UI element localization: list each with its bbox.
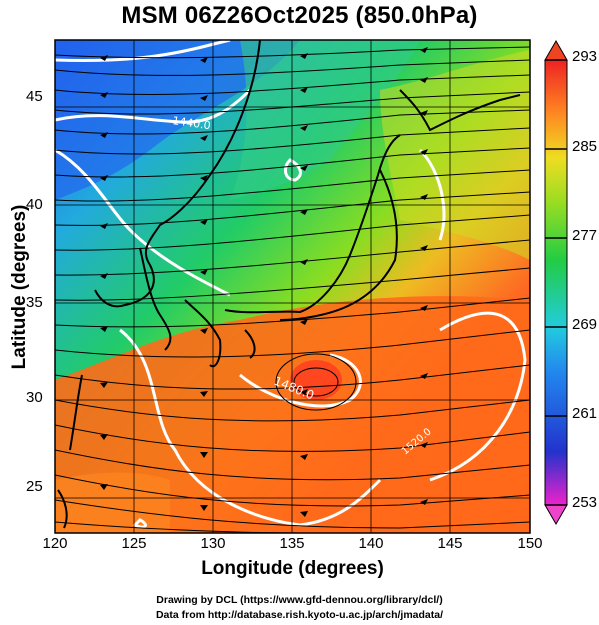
x-tick-label: 140 xyxy=(358,535,384,552)
x-tick-label: 145 xyxy=(437,535,463,552)
x-tick-label: 120 xyxy=(42,535,68,552)
x-tick-label: 150 xyxy=(517,535,543,552)
y-tick-label: 35 xyxy=(26,294,43,311)
x-tick-label: 130 xyxy=(200,535,226,552)
height-contour-line xyxy=(55,88,252,124)
wind-streamlines xyxy=(55,46,530,533)
y-tick-label: 30 xyxy=(26,389,43,406)
colorbar-label: 269 xyxy=(572,316,598,333)
contour-label-1440: 1440.0 xyxy=(172,114,212,132)
y-tick-label: 40 xyxy=(26,196,43,213)
data-credit: Data from http://database.rish.kyoto-u.a… xyxy=(155,609,444,621)
height-contours xyxy=(55,40,527,529)
height-contour-line xyxy=(132,518,147,529)
x-axis-label: Longitude (degrees) xyxy=(201,558,384,579)
streamline-arrowheads xyxy=(100,47,428,517)
height-contour-line xyxy=(418,148,446,241)
colorbar-max-triangle xyxy=(544,40,568,61)
colorbar-min-triangle xyxy=(544,504,568,525)
x-tick-label: 125 xyxy=(121,535,147,552)
coastlines xyxy=(57,40,521,529)
colorbar-label: 277 xyxy=(572,227,598,244)
height-contour-line xyxy=(429,311,527,482)
height-contour-line xyxy=(119,328,382,527)
drawing-credit: Drawing by DCL (https://www.gfd-dennou.o… xyxy=(156,594,443,606)
plot-frame xyxy=(54,39,531,534)
y-tick-label: 25 xyxy=(26,478,43,495)
colorbar-label: 285 xyxy=(572,138,598,155)
chart-title: MSM 06Z26Oct2025 (850.0hPa) xyxy=(121,2,478,29)
x-tick-label: 135 xyxy=(279,535,305,552)
colorbar-label: 293 xyxy=(572,48,598,65)
y-axis-label: Latitude (degrees) xyxy=(9,204,30,370)
colorbar xyxy=(544,40,568,525)
height-contour-line xyxy=(55,148,231,297)
colorbar-label: 261 xyxy=(572,405,598,422)
grid-lines xyxy=(55,40,530,533)
colorbar-label: 253 xyxy=(572,494,598,511)
colorbar-gradient xyxy=(544,59,568,506)
y-tick-label: 45 xyxy=(26,88,43,105)
